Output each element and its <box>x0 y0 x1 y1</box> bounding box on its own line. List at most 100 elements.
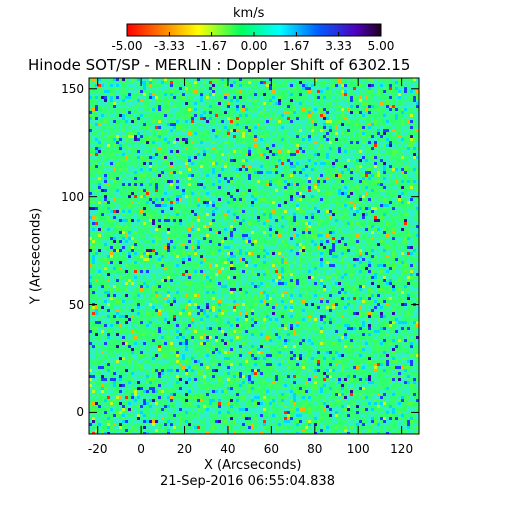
heatmap-cell <box>317 114 320 117</box>
heatmap-cell <box>305 273 308 276</box>
heatmap-cell <box>254 276 257 279</box>
heatmap-cell <box>176 210 179 213</box>
heatmap-cell <box>104 306 107 309</box>
heatmap-cell <box>392 153 395 156</box>
heatmap-cell <box>368 198 371 201</box>
heatmap-cell <box>338 183 341 186</box>
heatmap-cell <box>218 141 221 144</box>
heatmap-cell <box>281 261 284 264</box>
heatmap-cell <box>332 264 335 267</box>
heatmap-cell <box>395 195 398 198</box>
heatmap-cell <box>392 78 395 81</box>
heatmap-cell <box>392 252 395 255</box>
heatmap-cell <box>173 300 176 303</box>
heatmap-cell <box>416 192 419 195</box>
heatmap-cell <box>326 87 329 90</box>
heatmap-cell <box>311 297 314 300</box>
heatmap-cell <box>377 207 380 210</box>
heatmap-cell <box>407 105 410 108</box>
heatmap-cell <box>269 165 272 168</box>
heatmap-cell <box>410 261 413 264</box>
heatmap-cell <box>323 288 326 291</box>
heatmap-cell <box>119 321 122 324</box>
heatmap-cell <box>275 258 278 261</box>
heatmap-cell <box>389 306 392 309</box>
heatmap-cell <box>230 225 233 228</box>
heatmap-cell <box>296 153 299 156</box>
heatmap-cell <box>287 300 290 303</box>
heatmap-cell <box>368 153 371 156</box>
heatmap-cell <box>263 330 266 333</box>
heatmap-cell <box>356 234 359 237</box>
heatmap-cell <box>284 126 287 129</box>
heatmap-cell <box>311 150 314 153</box>
heatmap-cell <box>416 312 419 315</box>
heatmap-cell <box>335 321 338 324</box>
heatmap-cell <box>374 216 377 219</box>
heatmap-cell <box>407 147 410 150</box>
heatmap-cell <box>101 141 104 144</box>
heatmap-cell <box>284 291 287 294</box>
heatmap-cell <box>206 195 209 198</box>
heatmap-cell <box>212 264 215 267</box>
heatmap-cell <box>314 333 317 336</box>
heatmap-cell <box>110 246 113 249</box>
heatmap-cell <box>281 258 284 261</box>
heatmap-cell <box>113 234 116 237</box>
heatmap-cell <box>149 180 152 183</box>
heatmap-cell <box>308 180 311 183</box>
heatmap-cell <box>263 171 266 174</box>
heatmap-cell <box>260 81 263 84</box>
heatmap-cell <box>230 246 233 249</box>
heatmap-cell <box>98 222 101 225</box>
heatmap-cell <box>413 213 416 216</box>
heatmap-cell <box>326 276 329 279</box>
heatmap-cell <box>344 195 347 198</box>
heatmap-cell <box>218 330 221 333</box>
heatmap-cell <box>107 255 110 258</box>
heatmap-cell <box>377 159 380 162</box>
heatmap-cell <box>341 159 344 162</box>
heatmap-cell <box>143 303 146 306</box>
heatmap-cell <box>308 300 311 303</box>
heatmap-cell <box>113 99 116 102</box>
heatmap-cell <box>371 327 374 330</box>
heatmap-cell <box>254 273 257 276</box>
heatmap-cell <box>110 288 113 291</box>
heatmap-cell <box>227 93 230 96</box>
heatmap-cell <box>281 78 284 81</box>
heatmap-cell <box>134 135 137 138</box>
heatmap-cell <box>101 327 104 330</box>
heatmap-cell <box>293 228 296 231</box>
heatmap-cell <box>92 300 95 303</box>
heatmap-cell <box>404 201 407 204</box>
heatmap-cell <box>182 168 185 171</box>
heatmap-cell <box>152 120 155 123</box>
heatmap-cell <box>299 150 302 153</box>
heatmap-cell <box>239 186 242 189</box>
heatmap-cell <box>305 177 308 180</box>
heatmap-cell <box>92 261 95 264</box>
heatmap-cell <box>323 99 326 102</box>
heatmap-cell <box>158 255 161 258</box>
heatmap-cell <box>347 186 350 189</box>
heatmap-cell <box>188 132 191 135</box>
heatmap-cell <box>317 210 320 213</box>
heatmap-cell <box>356 207 359 210</box>
heatmap-cell <box>203 195 206 198</box>
heatmap-cell <box>290 153 293 156</box>
heatmap-cell <box>347 252 350 255</box>
heatmap-cell <box>131 270 134 273</box>
heatmap-cell <box>302 162 305 165</box>
heatmap-cell <box>311 210 314 213</box>
heatmap-cell <box>191 141 194 144</box>
heatmap-cell <box>230 255 233 258</box>
heatmap-cell <box>89 123 92 126</box>
heatmap-cell <box>122 135 125 138</box>
heatmap-cell <box>365 189 368 192</box>
heatmap-cell <box>290 207 293 210</box>
heatmap-cell <box>242 219 245 222</box>
heatmap-cell <box>188 93 191 96</box>
heatmap-cell <box>92 177 95 180</box>
heatmap-cell <box>362 153 365 156</box>
